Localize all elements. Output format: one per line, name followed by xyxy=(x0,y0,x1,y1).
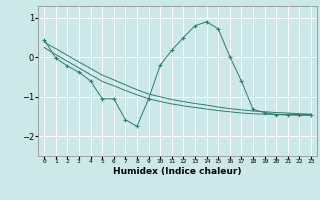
X-axis label: Humidex (Indice chaleur): Humidex (Indice chaleur) xyxy=(113,167,242,176)
